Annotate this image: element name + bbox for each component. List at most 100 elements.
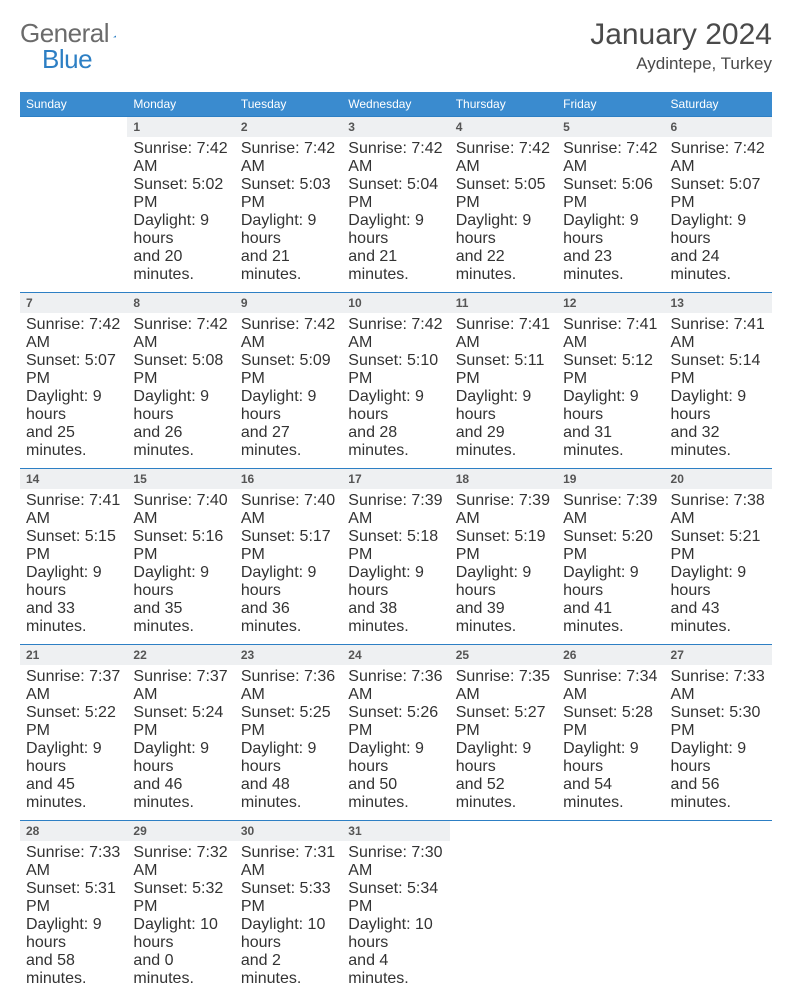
- day-content-cell: Sunrise: 7:37 AMSunset: 5:24 PMDaylight:…: [127, 665, 234, 821]
- day-d1: Daylight: 9 hours: [26, 740, 121, 776]
- brand-part2: Blue: [42, 44, 92, 74]
- day-header: Tuesday: [235, 92, 342, 117]
- triangle-icon: [113, 27, 116, 45]
- day-d2: and 4 minutes.: [348, 952, 443, 988]
- day-number-cell: 20: [665, 469, 772, 490]
- day-number-cell: 9: [235, 293, 342, 314]
- day-number-cell: 21: [20, 645, 127, 666]
- day-sr: Sunrise: 7:42 AM: [133, 316, 228, 352]
- day-ss: Sunset: 5:32 PM: [133, 880, 228, 916]
- day-d2: and 22 minutes.: [456, 248, 551, 284]
- day-sr: Sunrise: 7:41 AM: [26, 492, 121, 528]
- day-d1: Daylight: 9 hours: [671, 388, 766, 424]
- day-ss: Sunset: 5:31 PM: [26, 880, 121, 916]
- day-sr: Sunrise: 7:30 AM: [348, 844, 443, 880]
- day-content-cell: Sunrise: 7:41 AMSunset: 5:15 PMDaylight:…: [20, 489, 127, 645]
- day-d1: Daylight: 9 hours: [133, 212, 228, 248]
- day-d1: Daylight: 9 hours: [133, 564, 228, 600]
- content-row: Sunrise: 7:41 AMSunset: 5:15 PM Daylight:…: [20, 489, 772, 645]
- day-content-cell: Sunrise: 7:41 AMSunset: 5:11 PMDaylight:…: [450, 313, 557, 469]
- content-row: Sunrise: 7:42 AMSunset: 5:07 PMDaylight:…: [20, 313, 772, 469]
- daynum-row: 21222324252627: [20, 645, 772, 666]
- location: Aydintepe, Turkey: [590, 54, 772, 74]
- day-ss: Sunset: 5:28 PM: [563, 704, 658, 740]
- day-sr: Sunrise: 7:42 AM: [348, 316, 443, 352]
- day-d1: Daylight: 9 hours: [348, 212, 443, 248]
- day-d2: and 0 minutes.: [133, 952, 228, 988]
- day-number-cell: 29: [127, 821, 234, 842]
- day-sr: Sunrise: 7:35 AM: [456, 668, 551, 704]
- day-sr: Sunrise: 7:40 AM: [133, 492, 228, 528]
- day-d2: and 25 minutes.: [26, 424, 121, 460]
- day-number-cell: 25: [450, 645, 557, 666]
- day-sr: Sunrise: 7:42 AM: [563, 140, 658, 176]
- calendar-table: Sunday Monday Tuesday Wednesday Thursday…: [20, 92, 772, 996]
- day-d2: and 38 minutes.: [348, 600, 443, 636]
- day-sr: Sunrise: 7:38 AM: [671, 492, 766, 528]
- day-ss: Sunset: 5:15 PM: [26, 528, 121, 564]
- day-ss: Sunset: 5:06 PM: [563, 176, 658, 212]
- day-d2: and 26 minutes.: [133, 424, 228, 460]
- day-d1: Daylight: 9 hours: [241, 564, 336, 600]
- day-ss: Sunset: 5:04 PM: [348, 176, 443, 212]
- day-sr: Sunrise: 7:42 AM: [133, 140, 228, 176]
- day-d1: Daylight: 9 hours: [241, 740, 336, 776]
- day-d1: Daylight: 9 hours: [671, 564, 766, 600]
- day-number-cell: 1: [127, 117, 234, 138]
- day-sr: Sunrise: 7:41 AM: [563, 316, 658, 352]
- day-content-cell: Sunrise: 7:42 AMSunset: 5:02 PMDaylight:…: [127, 137, 234, 293]
- day-ss: Sunset: 5:09 PM: [241, 352, 336, 388]
- day-number-cell: 8: [127, 293, 234, 314]
- day-number-cell: [450, 821, 557, 842]
- day-d2: and 35 minutes.: [133, 600, 228, 636]
- day-content-cell: Sunrise: 7:42 AMSunset: 5:07 PMDaylight:…: [665, 137, 772, 293]
- day-number-cell: 14: [20, 469, 127, 490]
- day-content-cell: Sunrise: 7:42 AMSunset: 5:09 PMDaylight:…: [235, 313, 342, 469]
- day-ss: Sunset: 5:05 PM: [456, 176, 551, 212]
- day-ss: Sunset: 5:17 PM: [241, 528, 336, 564]
- day-d2: and 32 minutes.: [671, 424, 766, 460]
- day-header: Monday: [127, 92, 234, 117]
- day-d1: Daylight: 10 hours: [348, 916, 443, 952]
- day-ss: Sunset: 5:08 PM: [133, 352, 228, 388]
- day-sr: Sunrise: 7:34 AM: [563, 668, 658, 704]
- day-content-cell: Sunrise: 7:42 AMSunset: 5:10 PMDaylight:…: [342, 313, 449, 469]
- day-d1: Daylight: 9 hours: [563, 388, 658, 424]
- day-header: Thursday: [450, 92, 557, 117]
- month-title: January 2024: [590, 18, 772, 52]
- day-content-cell: Sunrise: 7:39 AMSunset: 5:18 PMDaylight:…: [342, 489, 449, 645]
- day-content-cell: [557, 841, 664, 996]
- day-d1: Daylight: 9 hours: [241, 212, 336, 248]
- content-row: Sunrise: 7:33 AMSunset: 5:31 PM Daylight:…: [20, 841, 772, 996]
- day-number-cell: 22: [127, 645, 234, 666]
- day-content-cell: Sunrise: 7:42 AMSunset: 5:05 PMDaylight:…: [450, 137, 557, 293]
- day-ss: Sunset: 5:21 PM: [671, 528, 766, 564]
- day-sr: Sunrise: 7:42 AM: [348, 140, 443, 176]
- day-d2: and 43 minutes.: [671, 600, 766, 636]
- day-ss: Sunset: 5:10 PM: [348, 352, 443, 388]
- day-content-cell: [20, 137, 127, 293]
- day-number-cell: [557, 821, 664, 842]
- day-number-cell: 6: [665, 117, 772, 138]
- day-d1: Daylight: 9 hours: [348, 740, 443, 776]
- day-header: Sunday: [20, 92, 127, 117]
- day-content-cell: Sunrise: 7:37 AMSunset: 5:22 PMDaylight:…: [20, 665, 127, 821]
- day-content-cell: [665, 841, 772, 996]
- day-d1: Daylight: 9 hours: [133, 388, 228, 424]
- day-d2: and 45 minutes.: [26, 776, 121, 812]
- day-d1: Daylight: 9 hours: [241, 388, 336, 424]
- day-header: Friday: [557, 92, 664, 117]
- day-ss: Sunset: 5:02 PM: [133, 176, 228, 212]
- day-d2: and 41 minutes.: [563, 600, 658, 636]
- day-content-cell: Sunrise: 7:30 AMSunset: 5:34 PMDaylight:…: [342, 841, 449, 996]
- day-sr: Sunrise: 7:33 AM: [26, 844, 121, 880]
- day-ss: Sunset: 5:20 PM: [563, 528, 658, 564]
- day-d2: and 21 minutes.: [241, 248, 336, 284]
- day-d1: Daylight: 9 hours: [133, 740, 228, 776]
- day-header: Wednesday: [342, 92, 449, 117]
- day-content-cell: Sunrise: 7:42 AMSunset: 5:04 PMDaylight:…: [342, 137, 449, 293]
- day-d2: and 21 minutes.: [348, 248, 443, 284]
- day-ss: Sunset: 5:24 PM: [133, 704, 228, 740]
- day-number-cell: 27: [665, 645, 772, 666]
- daynum-row: 123456: [20, 117, 772, 138]
